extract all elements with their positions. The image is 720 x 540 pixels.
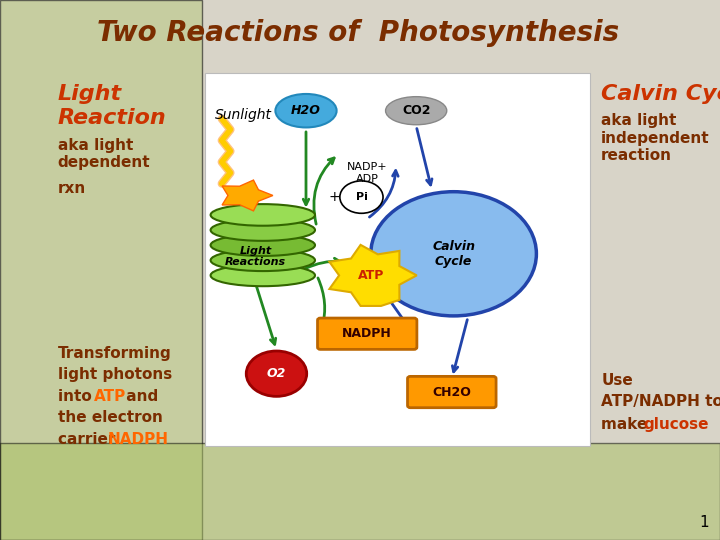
- Text: and: and: [121, 389, 158, 404]
- Text: O2: O2: [267, 367, 286, 380]
- Text: aka light
dependent: aka light dependent: [58, 138, 150, 170]
- Text: carrier: carrier: [58, 432, 120, 447]
- Text: 1: 1: [700, 515, 709, 530]
- Text: ATP: ATP: [358, 269, 384, 282]
- Circle shape: [340, 181, 383, 213]
- Text: Two Reactions of  Photosynthesis: Two Reactions of Photosynthesis: [97, 19, 619, 47]
- Circle shape: [371, 192, 536, 316]
- Text: ATP/NADPH to: ATP/NADPH to: [601, 394, 720, 409]
- Text: make: make: [601, 417, 653, 432]
- Ellipse shape: [211, 204, 315, 226]
- FancyBboxPatch shape: [0, 443, 720, 540]
- Text: into: into: [58, 389, 96, 404]
- Text: ATP: ATP: [94, 389, 127, 404]
- Text: Light
Reactions: Light Reactions: [225, 246, 286, 267]
- Text: the electron: the electron: [58, 410, 163, 426]
- Ellipse shape: [386, 97, 446, 125]
- Text: rxn: rxn: [58, 181, 86, 196]
- Text: CO2: CO2: [402, 104, 431, 117]
- Text: Sunlight: Sunlight: [215, 108, 271, 122]
- Text: light photons: light photons: [58, 367, 172, 382]
- Ellipse shape: [211, 234, 315, 256]
- Text: NADPH: NADPH: [108, 432, 169, 447]
- Ellipse shape: [211, 219, 315, 241]
- FancyBboxPatch shape: [205, 73, 590, 446]
- Ellipse shape: [211, 249, 315, 271]
- Text: Light: Light: [58, 84, 122, 104]
- FancyBboxPatch shape: [408, 376, 496, 408]
- FancyBboxPatch shape: [318, 318, 417, 349]
- Text: NADP+
ADP: NADP+ ADP: [347, 162, 387, 184]
- Text: Use: Use: [601, 373, 633, 388]
- Text: Calvin
Cycle: Calvin Cycle: [432, 240, 475, 268]
- Text: Pi: Pi: [356, 192, 367, 202]
- Text: aka light
independent
reaction: aka light independent reaction: [601, 113, 710, 163]
- Ellipse shape: [275, 94, 337, 127]
- Ellipse shape: [211, 265, 315, 286]
- Polygon shape: [222, 180, 273, 211]
- Polygon shape: [330, 245, 417, 306]
- Text: CH2O: CH2O: [433, 386, 472, 399]
- Text: Reaction: Reaction: [58, 108, 166, 128]
- Text: Calvin Cycle: Calvin Cycle: [601, 84, 720, 104]
- Text: +: +: [328, 190, 340, 204]
- Circle shape: [246, 351, 307, 396]
- Text: H2O: H2O: [291, 104, 321, 117]
- Text: glucose: glucose: [643, 417, 708, 432]
- Text: Transforming: Transforming: [58, 346, 171, 361]
- Text: NADPH: NADPH: [342, 327, 392, 340]
- FancyBboxPatch shape: [0, 0, 202, 540]
